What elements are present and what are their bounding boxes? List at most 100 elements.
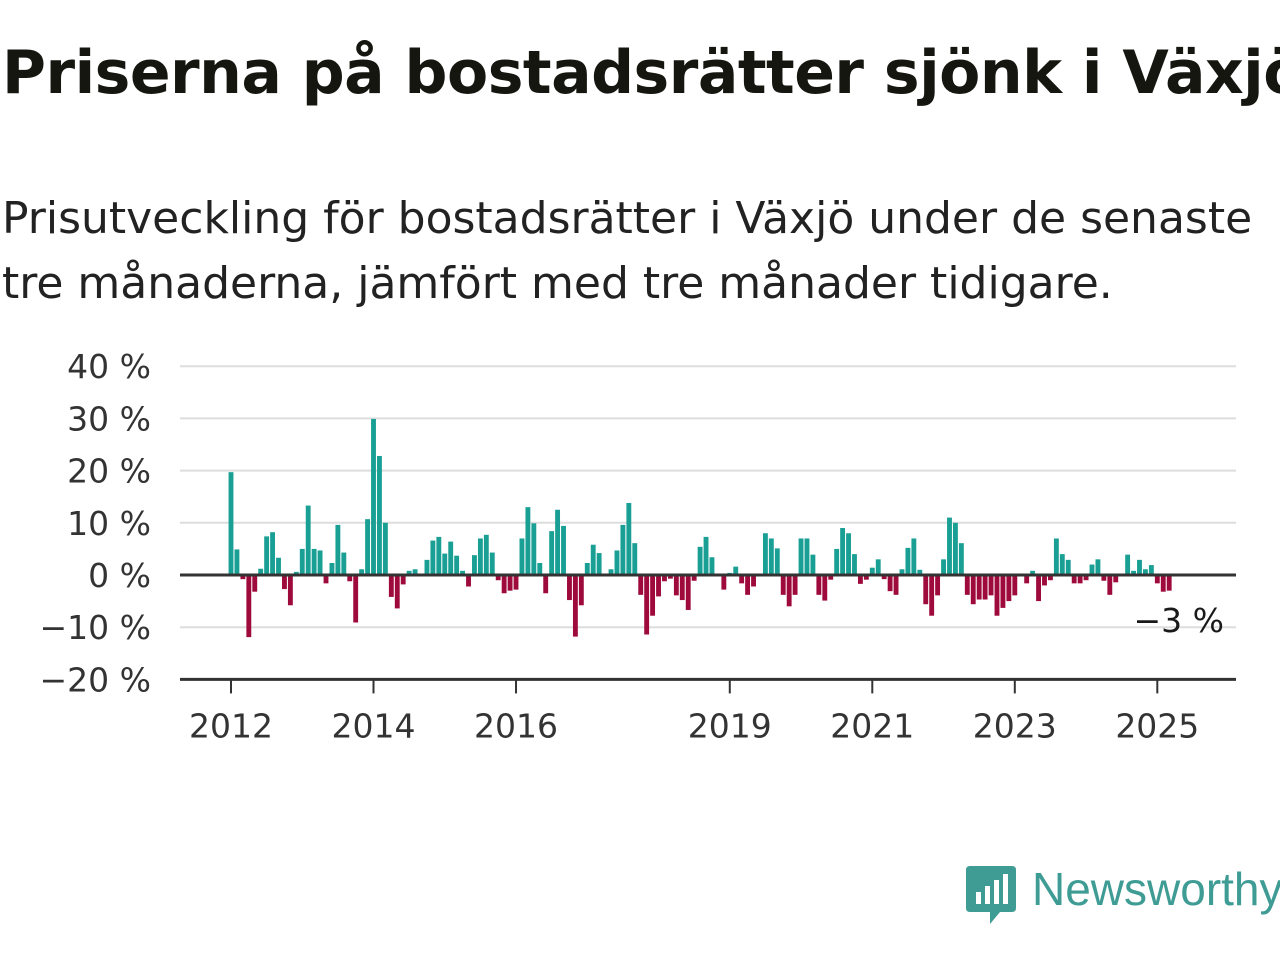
bar bbox=[430, 540, 436, 575]
bar bbox=[1059, 554, 1065, 575]
bar bbox=[1012, 575, 1018, 596]
bar bbox=[733, 566, 739, 575]
bar bbox=[762, 533, 768, 575]
bar bbox=[834, 548, 840, 575]
bar bbox=[293, 571, 299, 575]
bar bbox=[650, 575, 656, 616]
bar bbox=[460, 570, 466, 575]
bar bbox=[1154, 575, 1160, 584]
bar bbox=[1131, 570, 1136, 575]
bar bbox=[917, 569, 923, 575]
bar bbox=[804, 538, 810, 575]
y-tick-label: 10 % bbox=[67, 504, 151, 543]
bar bbox=[329, 562, 335, 575]
bar bbox=[1107, 575, 1113, 595]
bar bbox=[311, 548, 317, 575]
bar bbox=[721, 575, 727, 590]
bar bbox=[501, 575, 507, 594]
bar bbox=[264, 536, 270, 575]
bar bbox=[1042, 575, 1047, 586]
bar bbox=[774, 548, 780, 575]
bar bbox=[863, 575, 869, 580]
bar bbox=[952, 522, 958, 575]
brand-name: Newsworthy bbox=[1032, 863, 1280, 915]
bar bbox=[739, 575, 745, 584]
bar bbox=[394, 575, 400, 609]
bar bbox=[442, 553, 448, 575]
bar bbox=[709, 557, 715, 575]
bar bbox=[388, 575, 394, 597]
bar bbox=[911, 538, 917, 575]
bar bbox=[252, 575, 258, 592]
bar bbox=[941, 559, 946, 575]
bar bbox=[335, 524, 341, 575]
bar bbox=[780, 575, 786, 595]
last-value-label: −3 % bbox=[1134, 601, 1225, 640]
y-tick-label: 20 % bbox=[67, 452, 151, 491]
bar bbox=[626, 502, 632, 575]
bar bbox=[466, 575, 471, 587]
bar bbox=[519, 538, 525, 575]
bar bbox=[620, 524, 626, 575]
bar bbox=[988, 575, 994, 596]
bar bbox=[1071, 575, 1077, 584]
bar bbox=[377, 455, 382, 575]
bar bbox=[840, 528, 846, 575]
bar bbox=[549, 531, 555, 575]
bar bbox=[537, 562, 543, 575]
bar bbox=[572, 575, 578, 637]
bar bbox=[751, 575, 756, 587]
bar bbox=[371, 418, 376, 575]
bar bbox=[828, 575, 834, 580]
bar bbox=[228, 472, 234, 575]
bar bbox=[697, 546, 703, 575]
bar bbox=[543, 575, 549, 594]
x-tick-label: 2019 bbox=[688, 706, 772, 745]
bar bbox=[1030, 570, 1036, 575]
bar bbox=[691, 575, 697, 581]
bar bbox=[347, 575, 353, 582]
bar bbox=[1077, 575, 1083, 584]
newsworthy-logo-icon bbox=[966, 866, 1016, 924]
bar bbox=[1047, 575, 1053, 581]
bar bbox=[852, 554, 857, 575]
bar bbox=[305, 505, 311, 575]
x-tick-label: 2016 bbox=[474, 706, 558, 745]
bar bbox=[958, 543, 964, 575]
bar bbox=[1113, 575, 1119, 583]
bar bbox=[567, 575, 572, 601]
bar bbox=[822, 575, 828, 601]
bar bbox=[1053, 538, 1059, 575]
bar bbox=[424, 559, 430, 575]
bar bbox=[679, 575, 685, 601]
bar bbox=[1101, 575, 1107, 581]
bar bbox=[299, 548, 305, 575]
bar bbox=[584, 562, 590, 575]
y-tick-label: 30 % bbox=[67, 399, 151, 438]
bar bbox=[341, 552, 347, 575]
bar bbox=[234, 549, 240, 575]
axes bbox=[180, 573, 1236, 681]
bar bbox=[768, 538, 774, 575]
bar bbox=[923, 575, 929, 605]
bar bbox=[525, 507, 531, 575]
bar bbox=[578, 575, 584, 606]
bar bbox=[899, 569, 905, 575]
bar bbox=[994, 575, 1000, 616]
bar bbox=[638, 575, 644, 595]
bar bbox=[614, 550, 620, 575]
bar bbox=[869, 567, 875, 575]
bar bbox=[947, 517, 952, 575]
bar bbox=[893, 575, 899, 595]
bar bbox=[317, 550, 323, 575]
bar bbox=[258, 568, 264, 575]
bar bbox=[555, 509, 561, 575]
bar bbox=[406, 570, 412, 575]
y-tick-label: −20 % bbox=[40, 660, 152, 699]
bar bbox=[1148, 565, 1154, 575]
bar bbox=[489, 552, 495, 575]
x-tick-label: 2025 bbox=[1115, 706, 1199, 745]
bar bbox=[857, 575, 863, 584]
bar bbox=[1065, 559, 1071, 575]
bar bbox=[608, 569, 614, 575]
